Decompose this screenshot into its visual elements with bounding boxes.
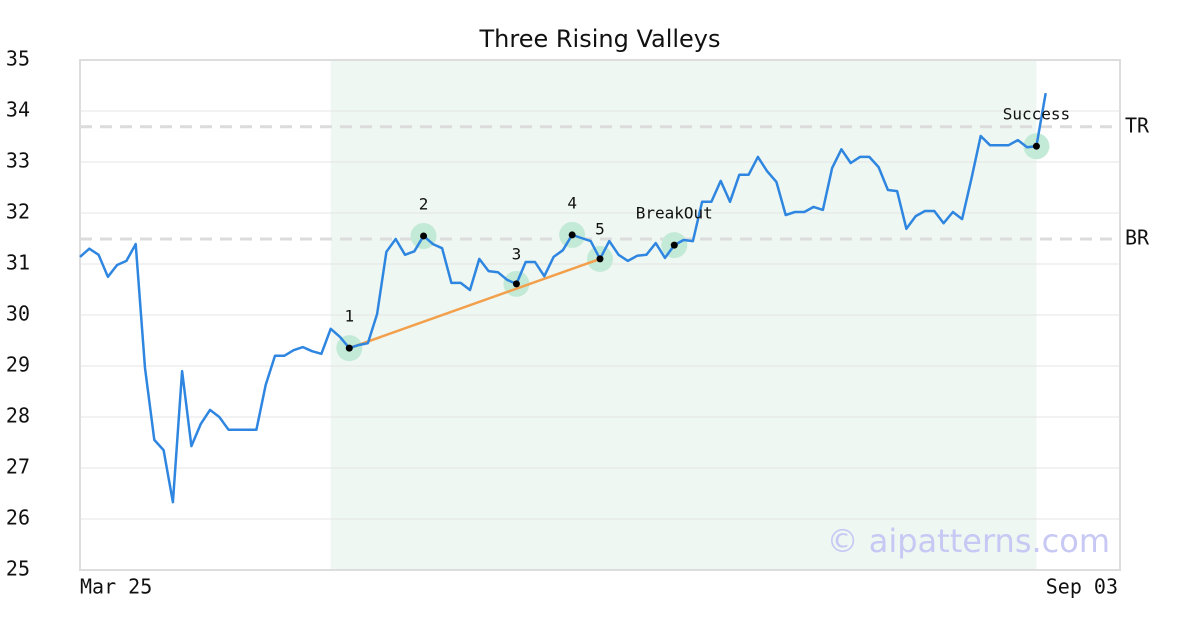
- point-label: Success: [1003, 105, 1070, 124]
- y-tick-label: 31: [6, 251, 30, 275]
- x-tick-label: Sep 03: [1046, 575, 1118, 599]
- plot-border: [79, 59, 1121, 571]
- chart-title: Three Rising Valleys: [478, 25, 720, 53]
- level-label: BR: [1125, 226, 1150, 250]
- y-tick-label: 33: [6, 149, 30, 173]
- point-dot: [512, 280, 520, 288]
- price-line: [79, 92, 1047, 504]
- trendline: [348, 257, 601, 350]
- point-label: 2: [419, 194, 429, 213]
- y-tick-label: 35: [6, 47, 30, 71]
- point-label: BreakOut: [636, 204, 713, 223]
- point-dot: [420, 232, 428, 240]
- y-tick-label: 30: [6, 302, 30, 326]
- point-label: 3: [512, 244, 522, 263]
- y-tick-label: 28: [6, 404, 30, 428]
- point-label: 5: [595, 219, 605, 238]
- point-label: 1: [344, 307, 354, 326]
- x-tick-label: Mar 25: [80, 575, 152, 599]
- level-label: TR: [1125, 113, 1150, 137]
- point-dot: [596, 255, 604, 263]
- y-tick-label: 26: [6, 506, 30, 530]
- watermark: © aipatterns.com: [827, 522, 1110, 560]
- point-dot: [345, 344, 353, 352]
- y-tick-label: 27: [6, 455, 30, 479]
- y-tick-label: 32: [6, 200, 30, 224]
- point-dot: [1032, 142, 1040, 150]
- point-dot: [568, 231, 576, 239]
- point-label: 4: [567, 193, 577, 212]
- y-tick-label: 25: [6, 557, 30, 581]
- y-tick-label: 34: [6, 98, 30, 122]
- point-dot: [670, 241, 678, 249]
- y-tick-label: 29: [6, 353, 30, 377]
